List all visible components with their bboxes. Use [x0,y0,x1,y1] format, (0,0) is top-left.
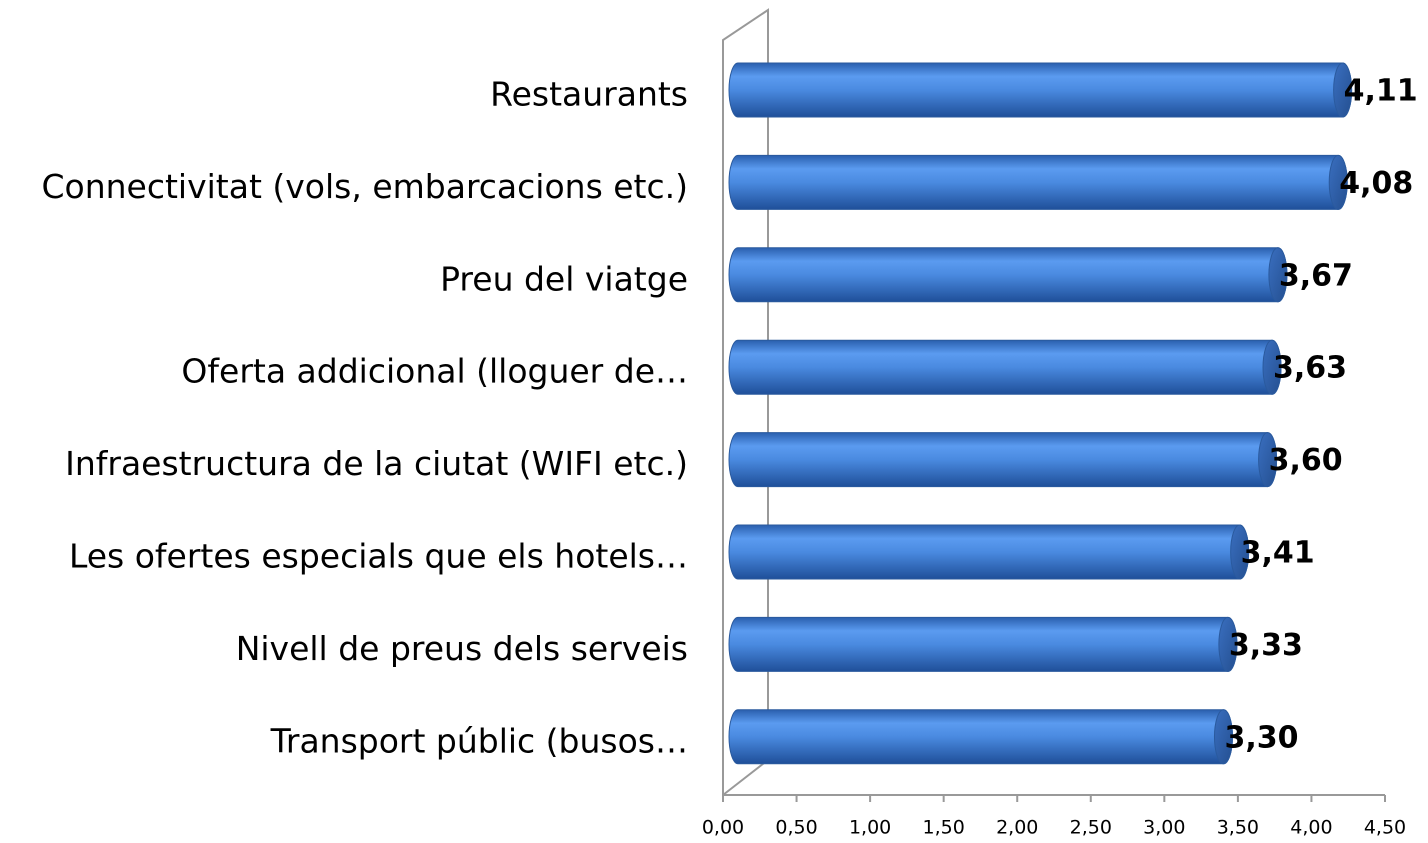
bar [728,339,1282,395]
bar [728,709,1233,765]
bar-cap [1268,247,1288,303]
value-label: 4,11 [1344,74,1418,109]
value-label: 3,30 [1224,720,1298,755]
category-label: Restaurants [490,75,688,114]
bar [728,247,1288,303]
category-label: Les ofertes especials que els hotels… [69,537,688,576]
bar-cap [1328,154,1348,210]
x-tick-label: 0,50 [775,817,817,839]
bar-cap [1230,524,1250,580]
value-label: 3,60 [1269,443,1343,478]
value-label: 3,41 [1241,536,1315,571]
x-tick-label: 4,50 [1364,817,1406,839]
bar [728,62,1353,118]
value-label: 3,67 [1279,258,1353,293]
floor-edge [722,759,769,796]
back-wall [722,8,769,795]
bar [728,154,1348,210]
bar-cap [1218,616,1238,672]
x-tick-label: 2,50 [1070,817,1112,839]
bar-cap [1213,709,1233,765]
category-label: Connectivitat (vols, embarcacions etc.) [41,167,688,206]
category-label: Oferta addicional (lloguer de… [181,352,688,391]
x-tick-label: 0,00 [702,817,744,839]
category-label: Transport públic (busos… [270,721,688,760]
x-tick-label: 3,50 [1217,817,1259,839]
value-label: 3,63 [1273,351,1347,386]
x-tick-label: 1,50 [923,817,965,839]
x-tick-label: 4,00 [1290,817,1332,839]
category-label: Nivell de preus dels serveis [236,629,688,668]
value-label: 3,33 [1229,628,1303,663]
value-label: 4,08 [1339,166,1413,201]
bar [728,432,1278,488]
x-tick-label: 1,00 [849,817,891,839]
x-tick-label: 2,00 [996,817,1038,839]
bar-cap [1333,62,1353,118]
bar-cap [1258,432,1278,488]
category-label: Infraestructura de la ciutat (WIFI etc.) [65,444,688,483]
walls [722,8,1385,796]
bar [728,616,1238,672]
bar [728,524,1250,580]
bar-cap [1262,339,1282,395]
category-label: Preu del viatge [440,259,688,298]
x-tick-label: 3,00 [1143,817,1185,839]
